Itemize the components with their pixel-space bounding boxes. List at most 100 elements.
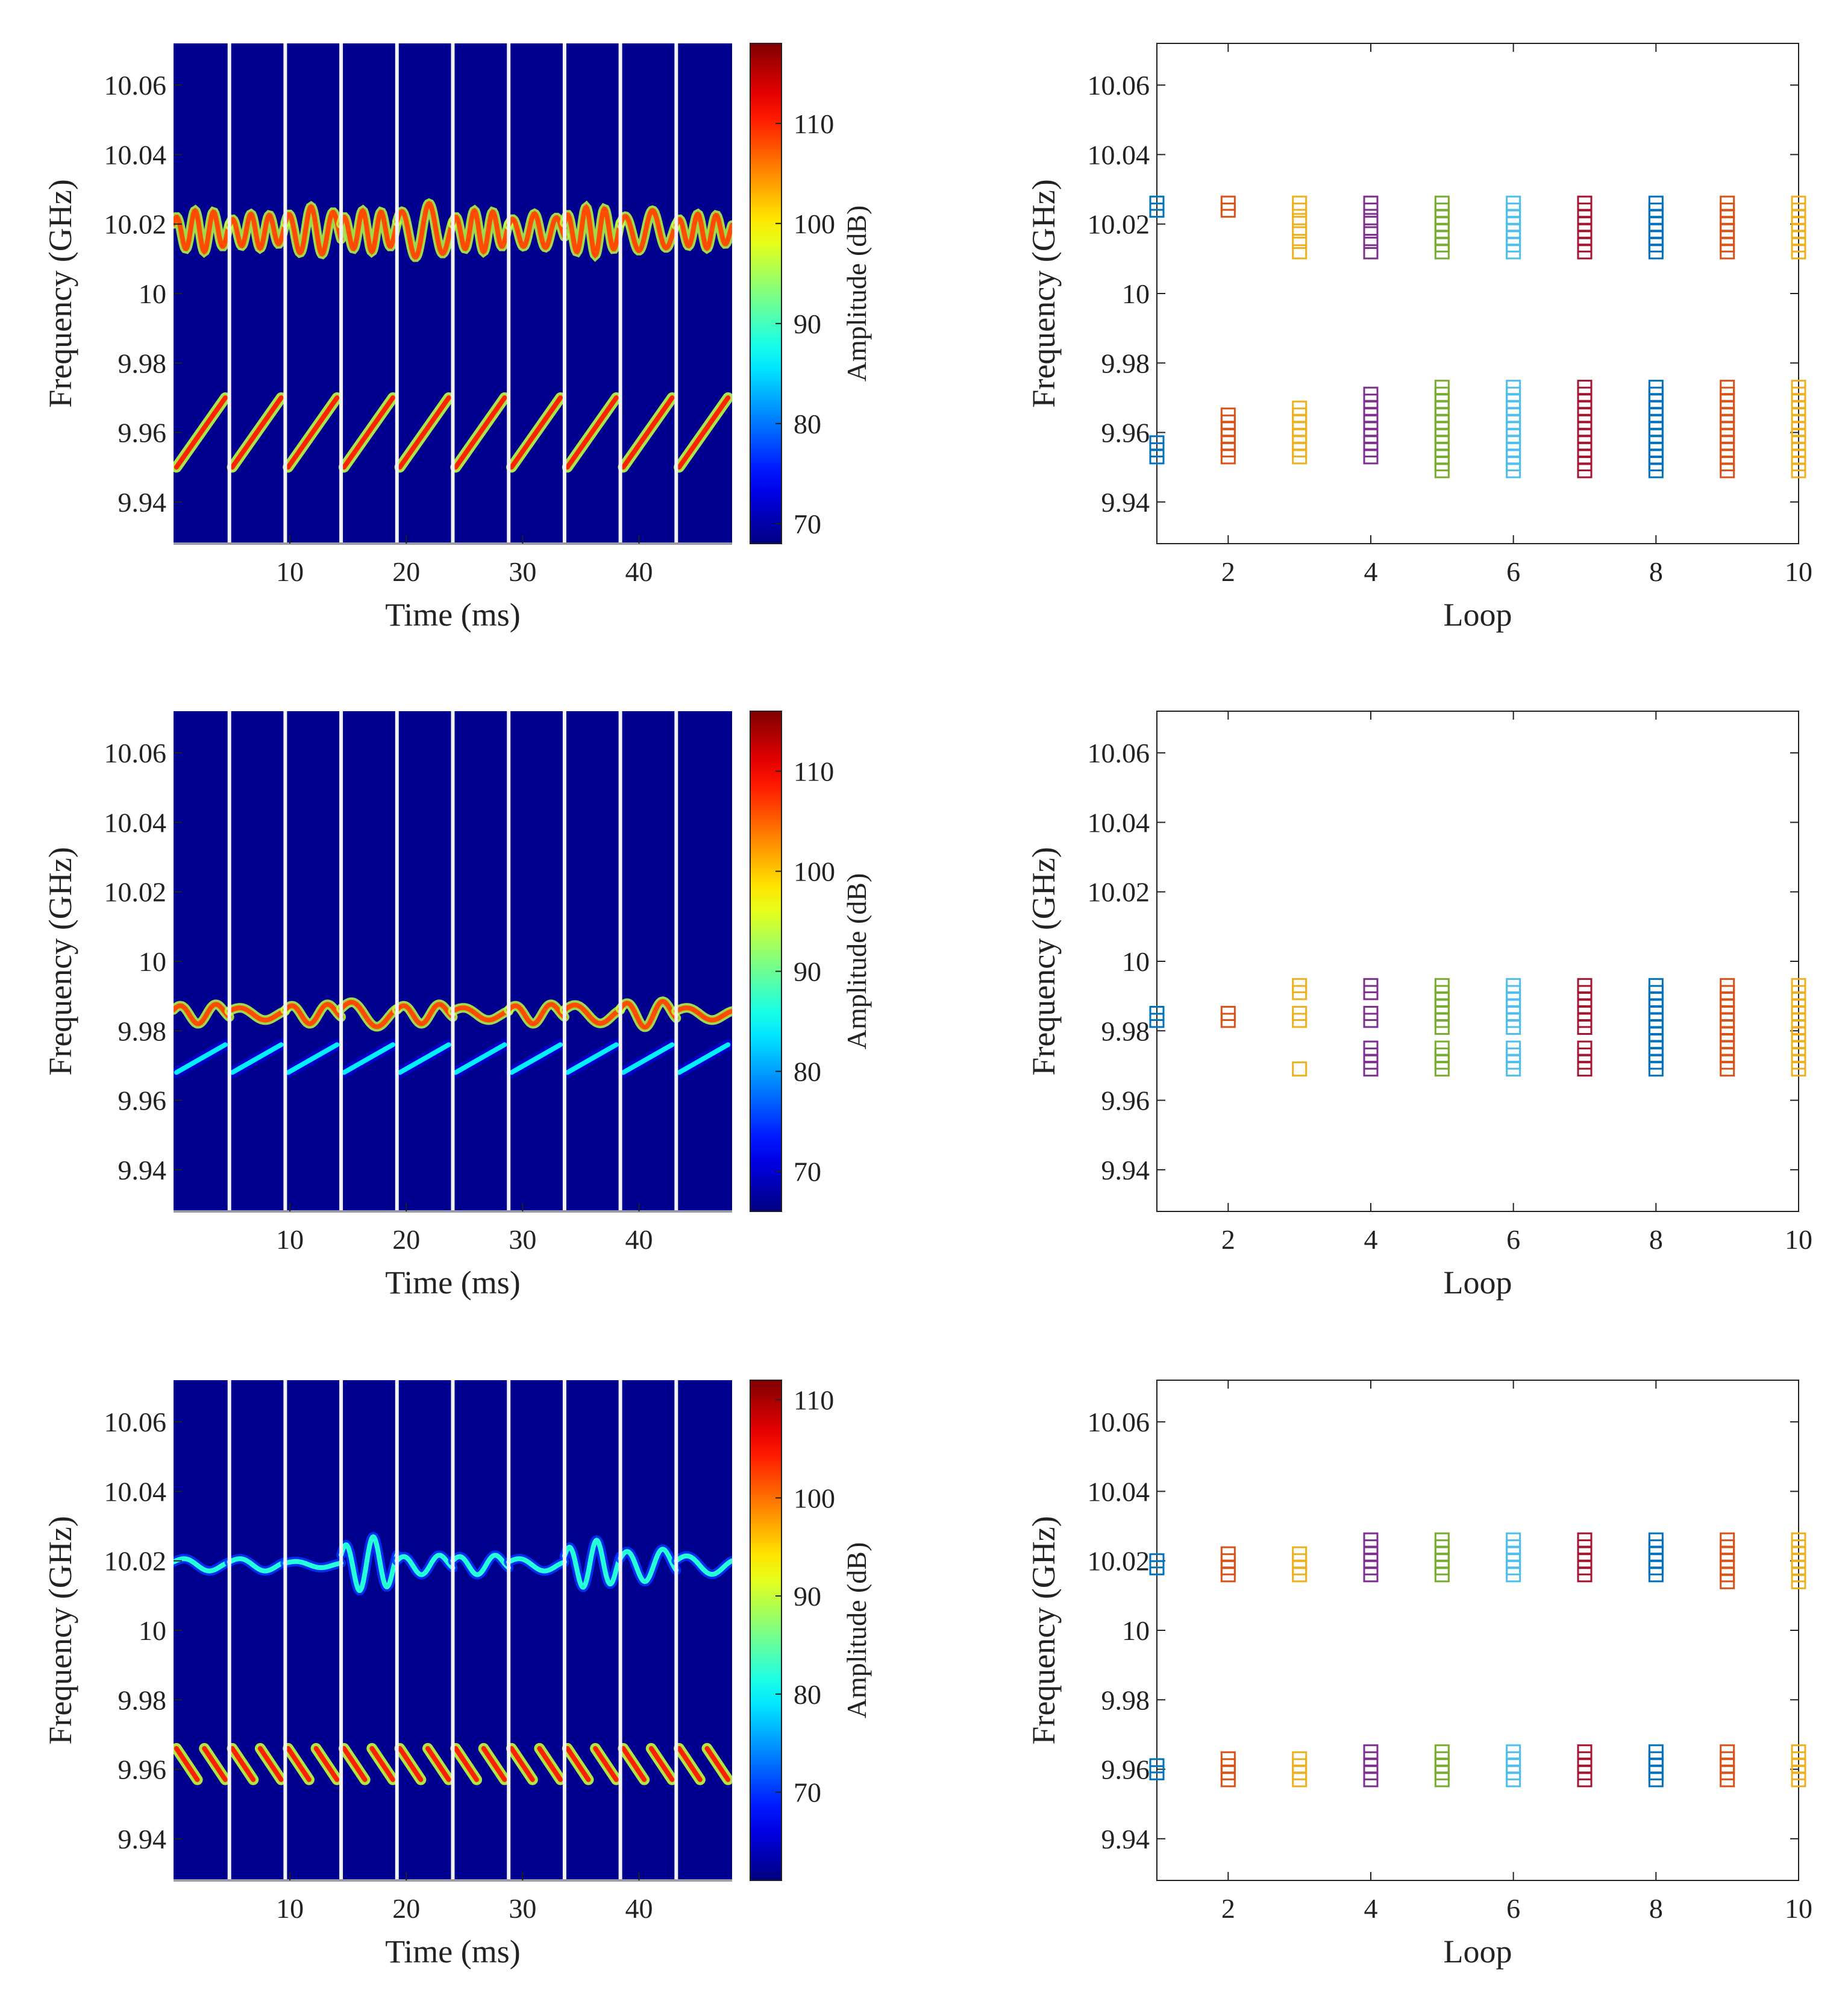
- xtick-label: 10: [276, 1893, 304, 1924]
- spectrogram-panel: 10 20 30 40 Time (ms) 9.94 9.96 9.98 10 10.02 10.0…: [42, 43, 872, 633]
- colorbar-tick-label: 110: [794, 1385, 834, 1416]
- scatter-ytick-label: 10.02: [1088, 1546, 1150, 1577]
- spectrogram-content: [174, 1380, 732, 1880]
- xtick-label: 10: [1785, 1224, 1812, 1255]
- sweep-trace: [565, 1745, 591, 1782]
- xlabel: Time (ms): [385, 597, 521, 633]
- scatter-point: [1292, 400, 1308, 416]
- scatter-ytick-label: 10.04: [1088, 139, 1150, 170]
- sweep-trace: [286, 395, 340, 470]
- colorbar: [750, 1380, 782, 1881]
- scatter-point: [1292, 213, 1308, 228]
- scatter-point: [1720, 1532, 1735, 1548]
- spectrogram-ytick-label: 9.98: [118, 1016, 167, 1046]
- scatter-point: [1434, 1532, 1450, 1548]
- scatter-frame: [1156, 711, 1799, 1212]
- xtick-label: 6: [1506, 1893, 1520, 1924]
- scatter-point: [1363, 1005, 1379, 1021]
- scatter-point: [1149, 1758, 1165, 1774]
- colorbar-tick-label: 110: [794, 756, 834, 787]
- xlabel: Time (ms): [385, 1933, 521, 1970]
- scatter-point: [1220, 1546, 1236, 1562]
- scatter-point: [1720, 380, 1735, 395]
- sweep-trace: [648, 1745, 675, 1782]
- sweep-trace: [453, 1042, 507, 1075]
- scatter-point: [1720, 1744, 1735, 1760]
- spectrogram-ytick-label: 10.04: [104, 1476, 167, 1507]
- sweep-trace: [677, 1745, 703, 1782]
- sweep-trace: [565, 1042, 619, 1075]
- scatter-point: [1149, 1005, 1165, 1021]
- upper-tone-trace: [674, 1005, 732, 1023]
- scatter-point: [1363, 223, 1379, 239]
- xtick-label: 40: [625, 1224, 653, 1255]
- sweep-trace: [257, 1745, 284, 1782]
- xtick-label: 10: [276, 556, 304, 587]
- sweep-trace: [230, 395, 284, 470]
- scatter-ytick-label: 9.94: [1101, 1155, 1150, 1186]
- sweep-trace: [369, 1745, 396, 1782]
- xtick-label: 4: [1364, 1224, 1378, 1255]
- spectrogram-content: [174, 43, 732, 544]
- xtick-label: 8: [1649, 1224, 1663, 1255]
- scatter-point: [1577, 978, 1593, 993]
- scatter-point: [1363, 213, 1379, 228]
- sweep-trace: [397, 1042, 451, 1075]
- xtick-label: 30: [509, 1224, 536, 1255]
- sweep-trace: [481, 1745, 507, 1782]
- xlabel: Loop: [1444, 597, 1512, 633]
- upper-tone-trace: [339, 999, 399, 1029]
- scatter-point: [1720, 195, 1735, 211]
- scatter-ylabel: Frequency (GHz): [1026, 179, 1062, 407]
- sweep-trace: [677, 395, 731, 470]
- scatter-point: [1577, 380, 1593, 395]
- scatter-ytick-label: 10.02: [1088, 877, 1150, 908]
- upper-tone-trace: [174, 207, 232, 255]
- scatter-point: [1506, 1040, 1521, 1056]
- spectrogram-ytick-label: 9.96: [118, 1085, 167, 1116]
- sweep-trace: [453, 395, 507, 470]
- upper-tone-trace: [227, 1556, 288, 1574]
- scatter-ytick-label: 10.06: [1088, 1407, 1150, 1437]
- scatter-point: [1292, 223, 1308, 239]
- upper-tone-trace: [618, 999, 679, 1030]
- colorbar-label: Amplitude (dB): [841, 1542, 872, 1719]
- scatter-ytick-label: 10: [1122, 278, 1150, 309]
- scatter-ytick-label: 10.06: [1088, 70, 1150, 101]
- upper-tone-trace: [339, 1534, 399, 1593]
- sweep-trace: [397, 395, 451, 470]
- scatter-point: [1220, 195, 1236, 211]
- spectrogram-ytick-label: 10.04: [104, 139, 167, 170]
- sweep-trace: [313, 1745, 340, 1782]
- upper-tone-trace: [618, 1547, 679, 1585]
- upper-tone-trace: [283, 1559, 344, 1570]
- scatter-point: [1149, 435, 1165, 451]
- sweep-trace: [453, 1745, 480, 1782]
- sweep-trace: [230, 1745, 256, 1782]
- scatter-ytick-label: 9.96: [1101, 418, 1150, 448]
- colorbar-tick-label: 80: [794, 1679, 821, 1710]
- upper-tone-trace: [283, 1002, 344, 1026]
- sweep-trace: [230, 1042, 284, 1075]
- scatter-point: [1577, 195, 1593, 211]
- sweep-trace: [621, 395, 675, 470]
- colorbar-tick-label: 70: [794, 509, 821, 539]
- xtick-label: 30: [509, 556, 536, 587]
- scatter-point: [1292, 1005, 1308, 1021]
- sweep-trace: [593, 1745, 619, 1782]
- scatter-point: [1220, 407, 1236, 423]
- scatter-point: [1506, 195, 1521, 211]
- xtick-label: 10: [1785, 556, 1812, 587]
- sweep-trace: [174, 1745, 200, 1782]
- colorbar-label: Amplitude (dB): [841, 206, 872, 382]
- sweep-trace: [621, 1745, 647, 1782]
- scatter-point: [1363, 978, 1379, 993]
- scatter-ytick-label: 10: [1122, 946, 1150, 977]
- loop-scatter-panel: 2 4 6 8 10 Loop 9.94 9.96 9.98 10 10.02 10.04 10.06 F…: [1026, 43, 1812, 633]
- sweep-trace: [621, 1042, 675, 1075]
- scatter-point: [1506, 978, 1521, 993]
- spectrogram-ytick-label: 10.04: [104, 807, 167, 838]
- colorbar-tick-label: 100: [794, 856, 835, 887]
- scatter-point: [1506, 380, 1521, 395]
- scatter-point: [1363, 1744, 1379, 1760]
